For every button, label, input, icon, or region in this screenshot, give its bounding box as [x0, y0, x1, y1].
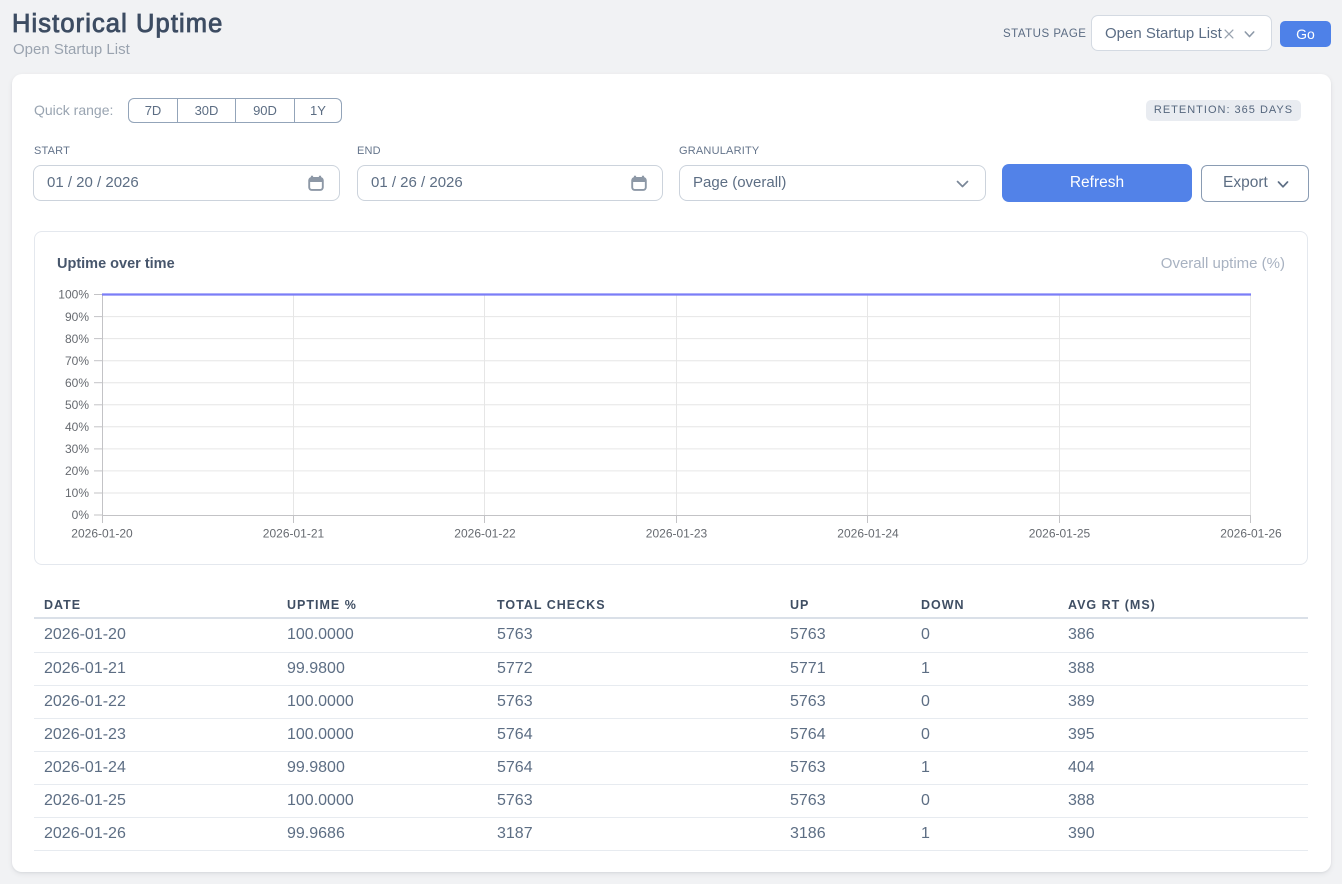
- svg-text:20%: 20%: [65, 464, 89, 478]
- svg-text:2026-01-23: 2026-01-23: [646, 527, 708, 541]
- svg-text:2026-01-24: 2026-01-24: [837, 527, 899, 541]
- svg-text:40%: 40%: [65, 420, 89, 434]
- svg-text:10%: 10%: [65, 486, 89, 500]
- svg-text:2026-01-20: 2026-01-20: [71, 527, 133, 541]
- svg-text:0%: 0%: [72, 508, 90, 522]
- svg-text:2026-01-22: 2026-01-22: [454, 527, 516, 541]
- svg-text:100%: 100%: [58, 288, 89, 302]
- svg-text:60%: 60%: [65, 376, 89, 390]
- svg-text:30%: 30%: [65, 442, 89, 456]
- svg-text:70%: 70%: [65, 354, 89, 368]
- svg-text:80%: 80%: [65, 332, 89, 346]
- svg-text:90%: 90%: [65, 310, 89, 324]
- svg-text:2026-01-26: 2026-01-26: [1220, 527, 1282, 541]
- svg-text:2026-01-25: 2026-01-25: [1029, 527, 1091, 541]
- svg-text:2026-01-21: 2026-01-21: [263, 527, 325, 541]
- svg-text:50%: 50%: [65, 398, 89, 412]
